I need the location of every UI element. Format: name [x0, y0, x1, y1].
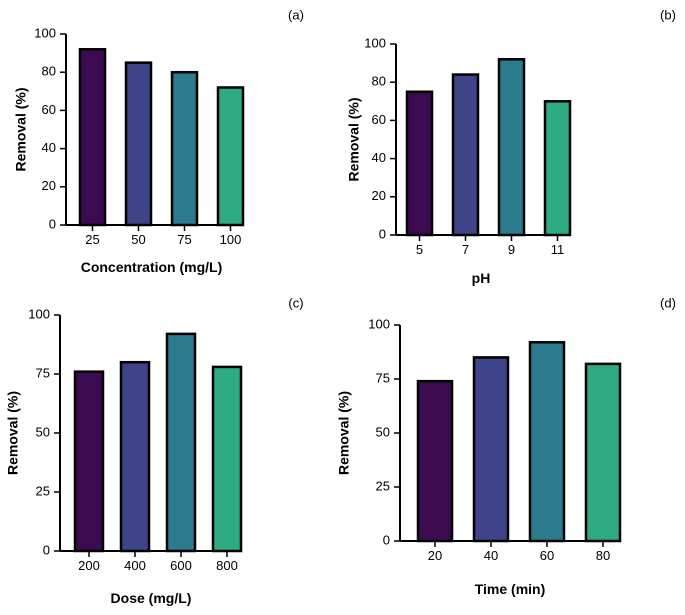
bar-800 — [211, 365, 243, 553]
x-tick-label: 60 — [540, 548, 554, 563]
chart-panel-3: (c) 200 400 600 800 0 25 50 75 100 Dose (mg/L) Remo… — [5, 295, 304, 606]
y-tick-label: 20 — [372, 188, 386, 203]
y-tick-label: 75 — [376, 370, 390, 385]
x-axis-title: Time (min) — [475, 581, 546, 597]
x-tick-label: 25 — [85, 232, 99, 247]
bar-25 — [78, 48, 107, 227]
x-tick-label: 80 — [596, 548, 610, 563]
y-tick-label: 60 — [372, 112, 386, 127]
x-tick-label: 20 — [428, 548, 442, 563]
chart-panel-4: (d) 20 40 60 80 0 25 50 75 100 Time (min) Removal (… — [336, 295, 676, 597]
panel-label: (b) — [660, 7, 676, 22]
x-tick-label: 7 — [462, 242, 469, 257]
panel-label: (d) — [660, 295, 676, 310]
bar-600 — [165, 332, 197, 553]
x-tick-label: 200 — [78, 558, 100, 573]
bar-200 — [73, 370, 105, 553]
panel-label: (c) — [288, 295, 303, 310]
x-tick-label: 11 — [551, 242, 565, 257]
y-tick-label: 0 — [383, 532, 390, 547]
y-tick-label: 80 — [42, 64, 56, 79]
x-tick-label: 5 — [416, 242, 423, 257]
x-tick-label: 75 — [177, 232, 191, 247]
bar-20 — [416, 379, 454, 543]
chart-panel-2: (b) 5 7 9 11 0 20 40 60 80 100 pH Removal (%) — [346, 7, 676, 286]
bar-11 — [543, 100, 572, 237]
x-axis-title: Dose (mg/L) — [111, 590, 192, 606]
y-tick-label: 50 — [376, 424, 390, 439]
y-tick-label: 0 — [49, 216, 56, 231]
y-tick-label: 20 — [42, 178, 56, 193]
y-tick-label: 40 — [372, 150, 386, 165]
bar-5 — [405, 90, 434, 237]
bar-9 — [497, 58, 526, 237]
y-tick-label: 25 — [376, 478, 390, 493]
bar-75 — [170, 70, 199, 227]
x-axis-title: Concentration (mg/L) — [81, 259, 223, 275]
x-tick-label: 9 — [508, 242, 515, 257]
bar-60 — [528, 341, 566, 543]
x-tick-label: 800 — [216, 558, 238, 573]
bar-80 — [584, 362, 622, 543]
y-tick-label: 100 — [28, 306, 50, 321]
y-tick-label: 100 — [364, 35, 386, 50]
y-axis-title: Removal (%) — [13, 87, 29, 171]
x-axis-title: pH — [472, 270, 491, 286]
bar-50 — [124, 61, 153, 227]
panel-label: (a) — [288, 7, 304, 22]
bar-40 — [472, 356, 510, 543]
y-axis-title: Removal (%) — [346, 97, 362, 181]
y-tick-label: 0 — [379, 226, 386, 241]
x-tick-label: 50 — [131, 232, 145, 247]
y-tick-label: 0 — [43, 542, 50, 557]
x-tick-label: 100 — [220, 232, 242, 247]
x-tick-label: 40 — [484, 548, 498, 563]
y-tick-label: 40 — [42, 140, 56, 155]
x-tick-label: 600 — [170, 558, 192, 573]
y-tick-label: 100 — [34, 25, 56, 40]
y-tick-label: 25 — [36, 483, 50, 498]
y-tick-label: 60 — [42, 102, 56, 117]
bar-100 — [216, 86, 245, 227]
y-tick-label: 100 — [368, 316, 390, 331]
chart-panel-1: (a) 25 50 75 100 0 20 40 60 80 100 Concentration (m… — [13, 7, 304, 275]
y-tick-label: 75 — [36, 365, 50, 380]
y-axis-title: Removal (%) — [336, 391, 352, 475]
x-tick-label: 400 — [124, 558, 146, 573]
y-tick-label: 50 — [36, 424, 50, 439]
y-tick-label: 80 — [372, 74, 386, 89]
bar-400 — [119, 360, 151, 553]
bar-7 — [451, 73, 480, 237]
y-axis-title: Removal (%) — [5, 391, 21, 475]
